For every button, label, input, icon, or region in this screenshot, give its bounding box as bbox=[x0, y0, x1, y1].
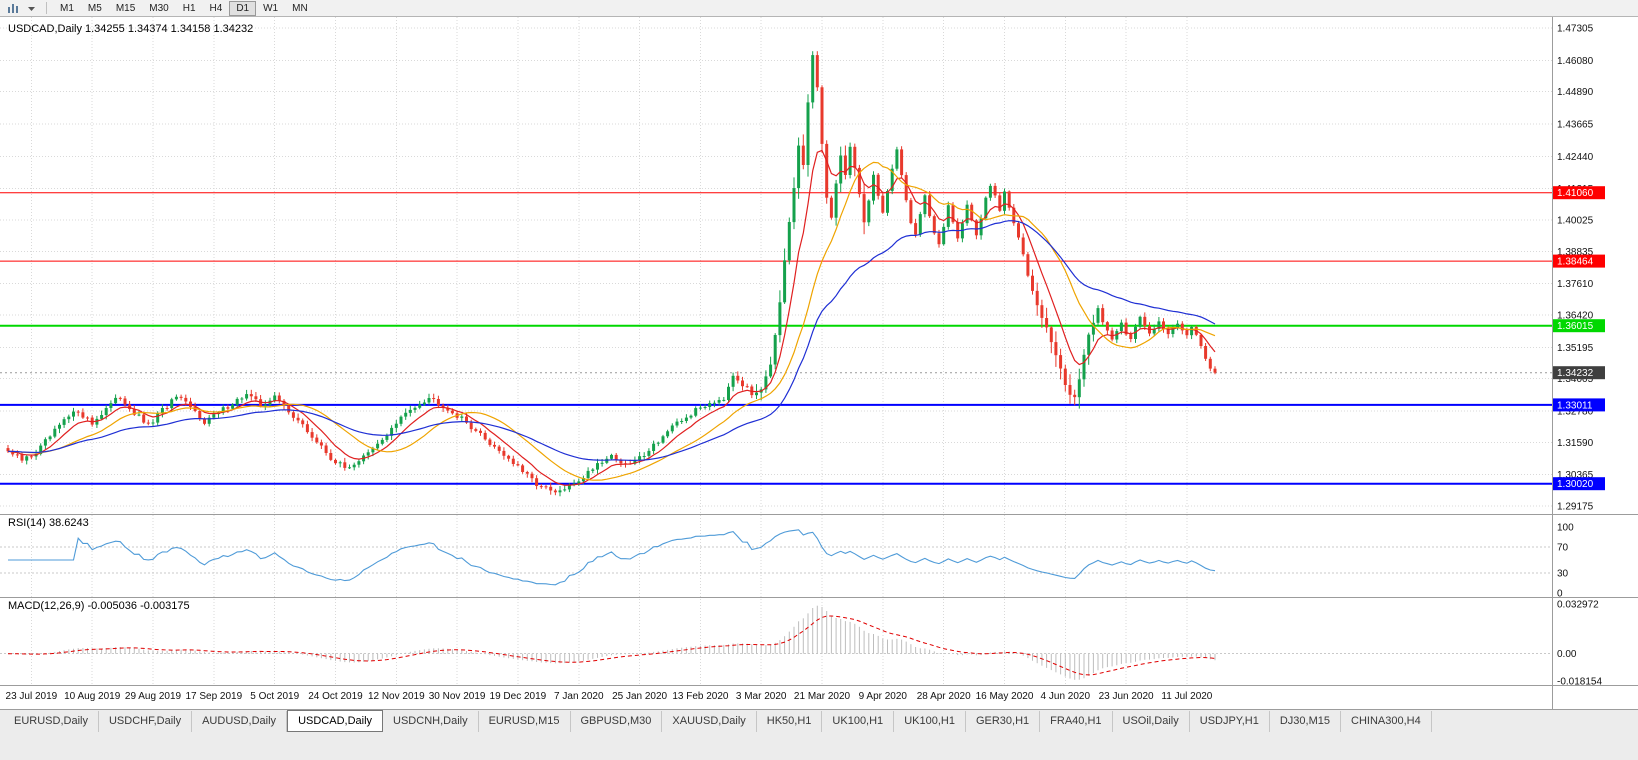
svg-text:30 Nov 2019: 30 Nov 2019 bbox=[429, 691, 486, 702]
svg-text:1.30365: 1.30365 bbox=[1557, 470, 1594, 481]
tab-usdcnh-daily[interactable]: USDCNH,Daily bbox=[383, 711, 479, 732]
tab-usdjpy-h1[interactable]: USDJPY,H1 bbox=[1190, 711, 1270, 732]
svg-text:7 Jan 2020: 7 Jan 2020 bbox=[554, 691, 604, 702]
chart-symbol-title: USDCAD,Daily 1.34255 1.34374 1.34158 1.3… bbox=[8, 23, 254, 35]
tab-eurusd-m15[interactable]: EURUSD,M15 bbox=[479, 711, 571, 732]
tab-usdcad-daily[interactable]: USDCAD,Daily bbox=[287, 710, 384, 732]
tab-usdchf-daily[interactable]: USDCHF,Daily bbox=[99, 711, 193, 732]
bar-chart-glyph bbox=[8, 4, 18, 13]
tab-gbpusd-m30[interactable]: GBPUSD,M30 bbox=[571, 711, 663, 732]
svg-text:23 Jul 2019: 23 Jul 2019 bbox=[6, 691, 58, 702]
tab-china300-h4[interactable]: CHINA300,H4 bbox=[1341, 711, 1432, 732]
svg-text:1.38835: 1.38835 bbox=[1557, 247, 1594, 258]
tab-usoil-daily[interactable]: USOil,Daily bbox=[1113, 711, 1190, 732]
svg-text:1.36015: 1.36015 bbox=[1557, 321, 1594, 332]
svg-text:10 Aug 2019: 10 Aug 2019 bbox=[64, 691, 121, 702]
svg-text:11 Jul 2020: 11 Jul 2020 bbox=[1161, 691, 1212, 702]
tab-uk100-h1[interactable]: UK100,H1 bbox=[822, 711, 895, 732]
svg-text:100: 100 bbox=[1557, 523, 1574, 534]
svg-text:19 Dec 2019: 19 Dec 2019 bbox=[490, 691, 547, 702]
svg-text:17 Sep 2019: 17 Sep 2019 bbox=[185, 691, 242, 702]
svg-text:25 Jan 2020: 25 Jan 2020 bbox=[612, 691, 667, 702]
chart-type-icon[interactable] bbox=[4, 1, 22, 16]
svg-text:1.47305: 1.47305 bbox=[1557, 24, 1594, 35]
timeframe-w1-button[interactable]: W1 bbox=[256, 1, 285, 16]
svg-text:1.34232: 1.34232 bbox=[1557, 368, 1594, 379]
timeframe-toolbar: M1 M5 M15 M30 H1 H4 D1 W1 MN bbox=[0, 0, 1638, 17]
svg-text:1.40025: 1.40025 bbox=[1557, 215, 1594, 226]
timeframe-h4-button[interactable]: H4 bbox=[203, 1, 230, 16]
timeframe-m5-button[interactable]: M5 bbox=[81, 1, 109, 16]
tab-dj30-m15[interactable]: DJ30,M15 bbox=[1270, 711, 1341, 732]
svg-text:1.41060: 1.41060 bbox=[1557, 188, 1594, 199]
timeframe-m15-button[interactable]: M15 bbox=[109, 1, 142, 16]
macd-indicator-label: MACD(12,26,9) -0.005036 -0.003175 bbox=[8, 600, 190, 612]
timeframe-mn-button[interactable]: MN bbox=[285, 1, 315, 16]
svg-text:21 Mar 2020: 21 Mar 2020 bbox=[794, 691, 851, 702]
svg-text:1.43665: 1.43665 bbox=[1557, 120, 1594, 131]
svg-text:24 Oct 2019: 24 Oct 2019 bbox=[308, 691, 363, 702]
price-chart-canvas[interactable]: 1.473051.460801.448901.436651.424401.412… bbox=[0, 17, 1638, 709]
tab-audusd-daily[interactable]: AUDUSD,Daily bbox=[192, 711, 288, 732]
tab-eurusd-daily[interactable]: EURUSD,Daily bbox=[4, 711, 99, 732]
chart-tabs-bar: EURUSD,Daily USDCHF,Daily AUDUSD,Daily U… bbox=[0, 709, 1638, 732]
svg-text:1.46080: 1.46080 bbox=[1557, 56, 1594, 67]
svg-text:1.30020: 1.30020 bbox=[1557, 479, 1594, 490]
svg-text:-0.018154: -0.018154 bbox=[1557, 677, 1602, 688]
svg-text:23 Jun 2020: 23 Jun 2020 bbox=[1099, 691, 1154, 702]
svg-text:5 Oct 2019: 5 Oct 2019 bbox=[250, 691, 299, 702]
svg-text:1.32780: 1.32780 bbox=[1557, 407, 1594, 418]
timeframe-d1-button[interactable]: D1 bbox=[229, 0, 257, 16]
svg-text:0.032972: 0.032972 bbox=[1557, 600, 1599, 611]
svg-text:3 Mar 2020: 3 Mar 2020 bbox=[736, 691, 787, 702]
chart-area[interactable]: 1.473051.460801.448901.436651.424401.412… bbox=[0, 17, 1638, 709]
svg-text:1.35195: 1.35195 bbox=[1557, 343, 1594, 354]
svg-text:1.42440: 1.42440 bbox=[1557, 152, 1594, 163]
svg-text:1.31590: 1.31590 bbox=[1557, 438, 1594, 449]
tab-xauusd-daily[interactable]: XAUUSD,Daily bbox=[662, 711, 757, 732]
tab-uk100-h1-2[interactable]: UK100,H1 bbox=[894, 711, 966, 732]
svg-text:0.00: 0.00 bbox=[1557, 649, 1577, 660]
svg-text:70: 70 bbox=[1557, 542, 1569, 553]
svg-text:0: 0 bbox=[1557, 589, 1563, 600]
rsi-indicator-label: RSI(14) 38.6243 bbox=[8, 517, 89, 529]
chevron-down-icon[interactable] bbox=[22, 1, 40, 16]
toolbar-separator bbox=[46, 2, 47, 14]
svg-text:1.37610: 1.37610 bbox=[1557, 279, 1594, 290]
svg-text:28 Apr 2020: 28 Apr 2020 bbox=[917, 691, 971, 702]
tab-hk50-h1[interactable]: HK50,H1 bbox=[757, 711, 823, 732]
svg-text:12 Nov 2019: 12 Nov 2019 bbox=[368, 691, 425, 702]
svg-text:13 Feb 2020: 13 Feb 2020 bbox=[672, 691, 729, 702]
svg-text:16 May 2020: 16 May 2020 bbox=[976, 691, 1034, 702]
svg-text:1.38464: 1.38464 bbox=[1557, 257, 1594, 268]
status-strip bbox=[0, 732, 1638, 760]
svg-text:1.33011: 1.33011 bbox=[1557, 400, 1593, 411]
timeframe-m1-button[interactable]: M1 bbox=[53, 1, 81, 16]
caret-glyph bbox=[27, 6, 35, 11]
timeframe-h1-button[interactable]: H1 bbox=[176, 1, 203, 16]
svg-text:4 Jun 2020: 4 Jun 2020 bbox=[1041, 691, 1091, 702]
svg-text:1.29175: 1.29175 bbox=[1557, 502, 1594, 513]
svg-text:30: 30 bbox=[1557, 569, 1569, 580]
svg-text:29 Aug 2019: 29 Aug 2019 bbox=[125, 691, 182, 702]
svg-text:1.36420: 1.36420 bbox=[1557, 311, 1594, 322]
tab-ger30-h1[interactable]: GER30,H1 bbox=[966, 711, 1041, 732]
svg-text:1.34005: 1.34005 bbox=[1557, 374, 1594, 385]
timeframe-m30-button[interactable]: M30 bbox=[142, 1, 175, 16]
svg-text:9 Apr 2020: 9 Apr 2020 bbox=[859, 691, 908, 702]
svg-text:1.44890: 1.44890 bbox=[1557, 87, 1594, 98]
tab-fra40-h1[interactable]: FRA40,H1 bbox=[1040, 711, 1113, 732]
